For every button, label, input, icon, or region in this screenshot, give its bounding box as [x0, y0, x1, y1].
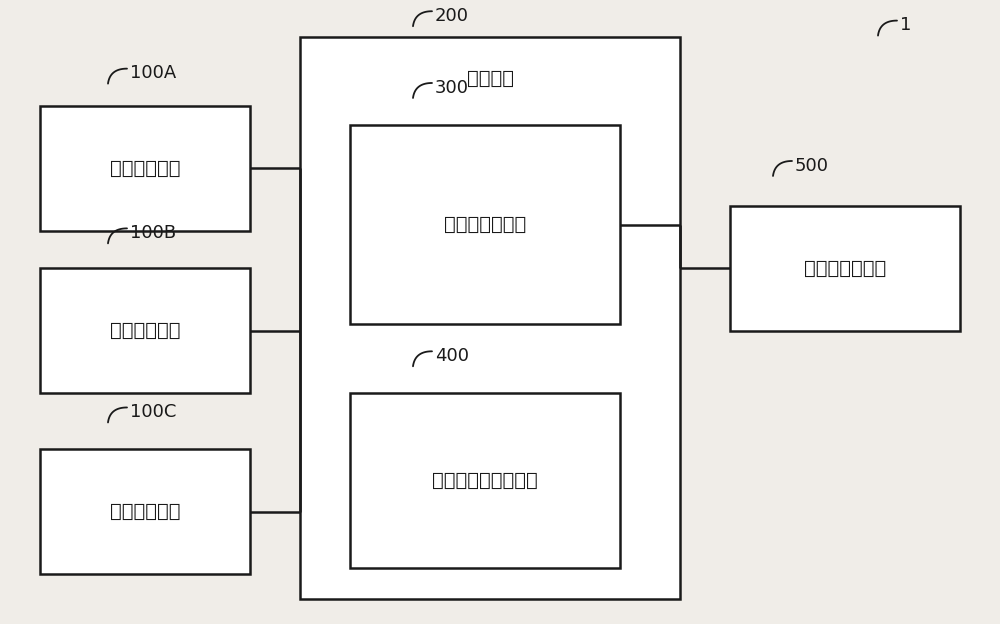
Bar — [300, 37, 680, 599]
Text: 100C: 100C — [130, 403, 176, 421]
Text: 无线通信装置: 无线通信装置 — [110, 159, 180, 178]
Text: 1: 1 — [900, 16, 911, 34]
Bar — [730, 206, 960, 331]
Text: 频率资源管理器: 频率资源管理器 — [444, 215, 526, 234]
Bar — [40, 106, 250, 231]
Bar — [40, 268, 250, 393]
Text: 核心网络: 核心网络 — [466, 69, 514, 87]
Text: 核心网络资源管理器: 核心网络资源管理器 — [432, 471, 538, 490]
Bar — [350, 393, 620, 568]
Text: 无线通信装置: 无线通信装置 — [110, 502, 180, 521]
Text: 100A: 100A — [130, 64, 176, 82]
Bar — [350, 125, 620, 324]
Text: 100B: 100B — [130, 224, 176, 242]
Text: 200: 200 — [435, 7, 469, 25]
Text: 频率监理数据库: 频率监理数据库 — [804, 259, 886, 278]
Text: 400: 400 — [435, 347, 469, 365]
Bar — [40, 449, 250, 574]
Text: 300: 300 — [435, 79, 469, 97]
Text: 无线通信装置: 无线通信装置 — [110, 321, 180, 340]
Text: 500: 500 — [795, 157, 829, 175]
